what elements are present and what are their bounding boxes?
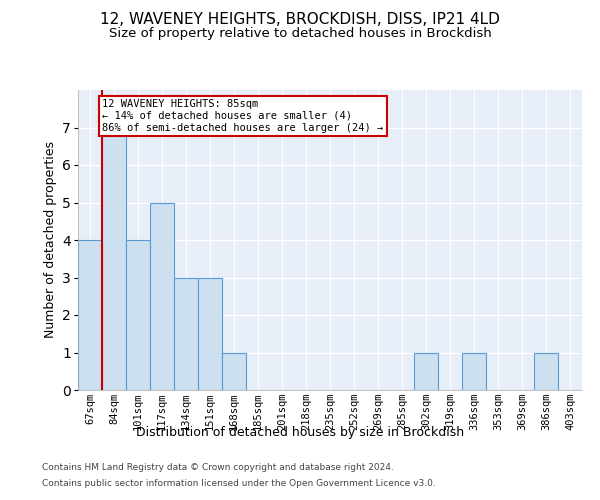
- Text: 12 WAVENEY HEIGHTS: 85sqm
← 14% of detached houses are smaller (4)
86% of semi-d: 12 WAVENEY HEIGHTS: 85sqm ← 14% of detac…: [103, 100, 384, 132]
- Text: Contains public sector information licensed under the Open Government Licence v3: Contains public sector information licen…: [42, 478, 436, 488]
- Text: Size of property relative to detached houses in Brockdish: Size of property relative to detached ho…: [109, 28, 491, 40]
- Bar: [150, 202, 174, 390]
- Text: Distribution of detached houses by size in Brockdish: Distribution of detached houses by size …: [136, 426, 464, 439]
- Bar: [534, 352, 558, 390]
- Bar: [126, 240, 150, 390]
- Text: 12, WAVENEY HEIGHTS, BROCKDISH, DISS, IP21 4LD: 12, WAVENEY HEIGHTS, BROCKDISH, DISS, IP…: [100, 12, 500, 28]
- Y-axis label: Number of detached properties: Number of detached properties: [44, 142, 56, 338]
- Text: Contains HM Land Registry data © Crown copyright and database right 2024.: Contains HM Land Registry data © Crown c…: [42, 464, 394, 472]
- Bar: [198, 278, 222, 390]
- Bar: [174, 278, 198, 390]
- Bar: [78, 240, 102, 390]
- Bar: [414, 352, 438, 390]
- Bar: [462, 352, 486, 390]
- Bar: [102, 128, 126, 390]
- Bar: [222, 352, 246, 390]
